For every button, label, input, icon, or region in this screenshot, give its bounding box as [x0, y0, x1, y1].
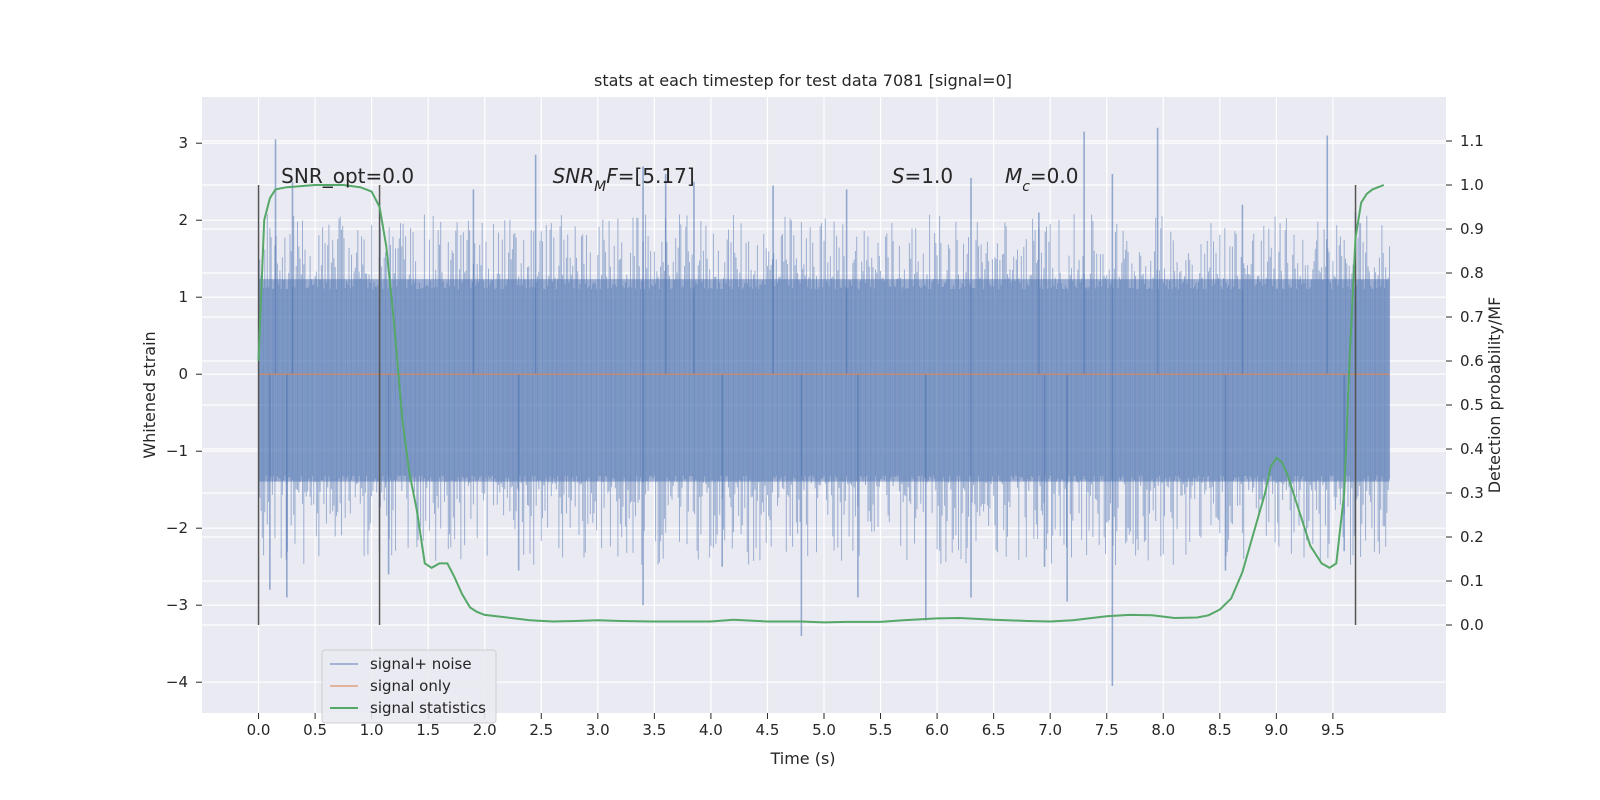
x-tick-label: 1.0	[360, 721, 384, 739]
annotation-part: c	[1022, 179, 1030, 195]
x-tick-label: 5.5	[869, 721, 893, 739]
y-tick-label: −1	[166, 442, 188, 460]
y-tick-label: 2	[178, 211, 188, 229]
annotation-part: =1.0	[905, 164, 954, 188]
y2-tick-label: 0.9	[1460, 220, 1484, 238]
y-tick-label: −2	[166, 519, 188, 537]
x-axis-ticks: 0.0 0.5 1.0 1.5 2.0 2.5 3.0 3.5 4.0 4.5 5.0 5.5 6.0 6…	[247, 713, 1345, 739]
y2-tick-label: 0.8	[1460, 264, 1484, 282]
x-tick-label: 9.5	[1321, 721, 1345, 739]
y-tick-label: 0	[178, 365, 188, 383]
x-tick-label: 2.0	[473, 721, 497, 739]
x-tick-label: 4.5	[756, 721, 780, 739]
annotation-part: SNR_opt=0.0	[281, 164, 414, 188]
vertical-markers	[257, 185, 1357, 625]
annotation-text: Mc=0.0	[1005, 164, 1079, 195]
x-tick-label: 3.0	[586, 721, 610, 739]
y2-tick-label: 0.4	[1460, 440, 1484, 458]
x-tick-label: 6.5	[982, 721, 1006, 739]
y-tick-label: 1	[178, 288, 188, 306]
series-signal-noise	[258, 127, 1390, 687]
x-tick-label: 0.0	[247, 721, 271, 739]
x-tick-label: 0.5	[303, 721, 327, 739]
x-tick-label: 8.5	[1208, 721, 1232, 739]
x-tick-label: 5.0	[812, 721, 836, 739]
x-tick-label: 3.5	[642, 721, 666, 739]
annotations: SNR_opt=0.0 SNRMF=[5.17] S=1.0 Mc=0.0	[281, 164, 1078, 195]
x-tick-label: 2.5	[529, 721, 553, 739]
y-axis-ticks: −4 −3 −2 −1 0 1 2 3	[166, 134, 202, 691]
y-tick-label: −3	[166, 596, 188, 614]
annotation-part: =[5.17]	[618, 164, 695, 188]
legend: signal+ noise signal only signal statist…	[321, 649, 497, 724]
annotation-part: F	[606, 164, 618, 188]
y2-tick-label: 1.0	[1460, 176, 1484, 194]
y2-axis-ticks: 0.0 0.1 0.2 0.3 0.4 0.5 0.6 0.7 0.8 0.9 1.0 1.1	[1446, 132, 1484, 634]
x-tick-label: 4.0	[699, 721, 723, 739]
annotation-part: =0.0	[1030, 164, 1079, 188]
annotation-part: S	[892, 164, 905, 188]
y2-tick-label: 0.3	[1460, 484, 1484, 502]
annotation-part: M	[594, 179, 606, 195]
y2-tick-label: 0.2	[1460, 528, 1484, 546]
annotation-text: S=1.0	[892, 164, 953, 188]
y-tick-label: −4	[166, 673, 188, 691]
y2-axis-label: Detection probability/MF	[1485, 297, 1504, 494]
series-signal-statistics	[257, 184, 1385, 624]
annotation-part: SNR	[553, 164, 595, 188]
x-tick-label: 1.5	[416, 721, 440, 739]
annotation-text: SNR_opt=0.0	[281, 164, 414, 188]
legend-label-signal-statistics: signal statistics	[370, 699, 486, 717]
y-axis-label: Whitened strain	[140, 331, 159, 458]
x-tick-label: 9.0	[1264, 721, 1288, 739]
x-tick-label: 7.0	[1038, 721, 1062, 739]
y2-tick-label: 0.0	[1460, 616, 1484, 634]
x-tick-label: 6.0	[925, 721, 949, 739]
legend-box	[321, 649, 497, 724]
y2-tick-label: 0.5	[1460, 396, 1484, 414]
y-tick-label: 3	[178, 134, 188, 152]
annotation-text: SNRMF=[5.17]	[553, 164, 695, 195]
chart-title: stats at each timestep for test data 708…	[594, 71, 1012, 90]
legend-label-signal-only: signal only	[370, 677, 451, 695]
x-tick-label: 7.5	[1095, 721, 1119, 739]
legend-label-signal-noise: signal+ noise	[370, 655, 472, 673]
y2-tick-label: 1.1	[1460, 132, 1484, 150]
x-tick-label: 8.0	[1151, 721, 1175, 739]
y2-tick-label: 0.7	[1460, 308, 1484, 326]
annotation-part: M	[1005, 164, 1022, 188]
statistics-line	[257, 184, 1385, 624]
y2-tick-label: 0.1	[1460, 572, 1484, 590]
x-axis-label: Time (s)	[769, 749, 835, 768]
y2-tick-label: 0.6	[1460, 352, 1484, 370]
